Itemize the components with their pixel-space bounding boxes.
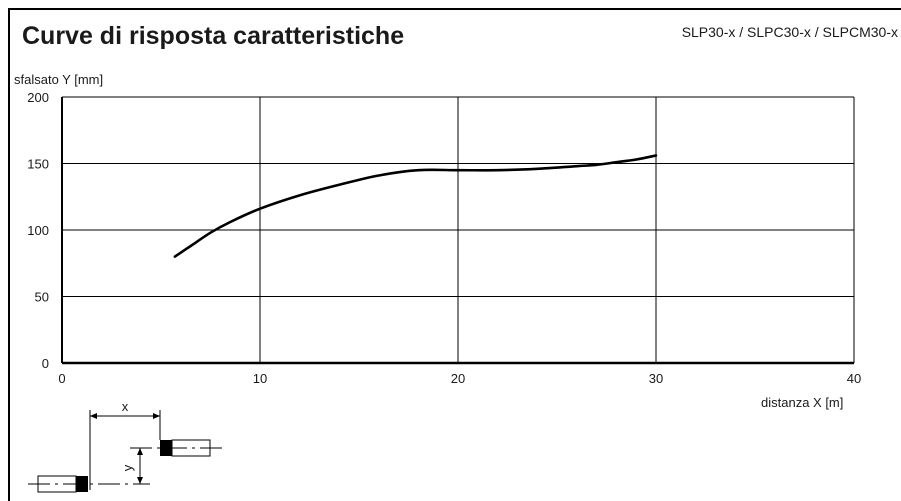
series-layer (173, 154, 658, 258)
y-tick-label-0: 0 (42, 356, 49, 371)
y-axis-label: sfalsato Y [mm] (14, 72, 104, 87)
x-tick-label-0: 0 (58, 371, 65, 386)
y-tick-label-150: 150 (27, 157, 49, 172)
x-tick-label-20: 20 (451, 371, 465, 386)
x-axis-label: distanza X [m] (761, 395, 844, 410)
response-curve-line (173, 154, 658, 258)
y-tick-label-200: 200 (27, 90, 49, 105)
x-tick-label-10: 10 (253, 371, 267, 386)
model-codes: SLP30-x / SLPC30-x / SLPCM30-x (681, 24, 898, 40)
frame-top-border (8, 8, 901, 10)
grid-lines (62, 96, 855, 363)
x-dimension-label: x (122, 399, 129, 414)
frame-left-border (8, 8, 10, 501)
x-arrow-right (153, 413, 160, 419)
tick-labels: 0 50 100 150 200 0 10 20 30 40 (27, 90, 861, 386)
x-tick-label-30: 30 (649, 371, 663, 386)
y-tick-label-50: 50 (35, 290, 49, 305)
x-tick-label-40: 40 (847, 371, 861, 386)
axes (61, 97, 854, 365)
y-arrow-top (137, 448, 143, 455)
y-tick-label-100: 100 (27, 223, 49, 238)
y-dimension-label: y (120, 464, 135, 471)
y-arrow-bottom (137, 477, 143, 484)
chart-title: Curve di risposta caratteristiche (22, 22, 405, 50)
x-arrow-left (90, 413, 97, 419)
